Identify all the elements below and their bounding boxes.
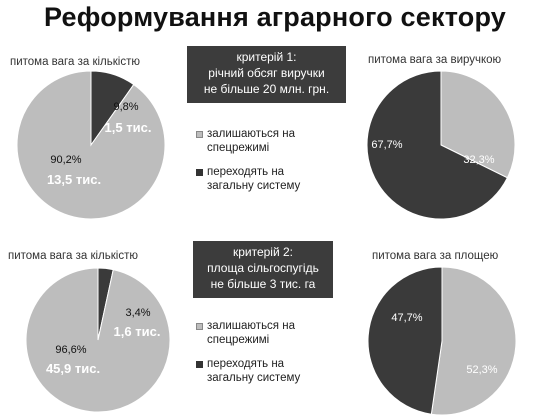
legend-stay-line1: залишаються на [207,320,295,332]
pie-label-stay: 90,2% [50,154,81,166]
chart-1-title: питома вага за кількістю [10,56,140,68]
legend-stay-line1: залишаються на [207,128,295,140]
criterion-2-line2: площа сільгоспугідь [207,261,319,275]
pie-slice-stay [430,266,517,416]
pie-label-stay: 52,3% [466,364,497,376]
legend-swatch-stay [196,323,203,330]
pie-label-move: 67,7% [371,139,402,151]
pie-sublabel-move: 1,5 тис. [105,120,152,135]
legend-stay-line2: спецрежимі [207,334,270,346]
pie-slice-move [367,266,443,415]
criterion-2-box: критерій 2: площа сільгоспугідь не більш… [193,241,333,298]
pie-slice-stay [16,70,166,220]
page-title: Реформування аграрного сектору [43,2,507,32]
legend-bottom: залишаються на спецрежимі переходять на за… [196,319,300,395]
legend-move-line2: загальну систему [207,180,301,192]
pie-chart-count-criterion-2: 96,6% 45,9 тис. 3,4% 1,6 тис. [25,267,171,413]
legend-stay-line2: спецрежимі [207,142,270,154]
legend-swatch-move [196,169,203,176]
legend-item-move: переходять на загальну систему [196,165,300,193]
criterion-1-line3: не більше 20 млн. грн. [203,82,330,96]
criterion-1-box: критерій 1: річний обсяг виручки не біль… [187,46,346,103]
pie-sublabel-move: 1,6 тис. [114,324,161,339]
pie-slice-stay [25,267,171,413]
pie-sublabel-stay: 13,5 тис. [47,172,101,187]
legend-item-move: переходять на загальну систему [196,357,300,385]
pie-slice-move [366,70,509,220]
criterion-2-line3: не більше 3 тис. га [210,277,316,291]
criterion-1-heading: критерій 1: [236,50,297,64]
pie-label-stay: 32,3% [463,154,494,166]
pie-label-move: 3,4% [125,307,150,319]
pie-label-move: 47,7% [391,312,422,324]
legend-move-line1: переходять на [207,358,285,370]
pie-slice-stay [440,70,516,179]
legend-move-line2: загальну систему [207,372,301,384]
chart-3-title: питома вага за кількістю [8,250,138,262]
pie-label-stay: 96,6% [55,344,86,356]
legend-item-stay: залишаються на спецрежимі [196,319,300,347]
legend-swatch-stay [196,131,203,138]
criterion-1-line2: річний обсяг виручки [208,66,325,80]
pie-label-move: 9,8% [113,101,138,113]
chart-2-title: питома вага за виручкою [368,54,502,66]
pie-chart-revenue: 32,3% 67,7% [366,70,516,220]
criterion-2-heading: критерій 2: [232,245,294,259]
pie-sublabel-stay: 45,9 тис. [46,361,100,376]
legend-swatch-move [196,361,203,368]
pie-chart-area: 52,3% 47,7% [367,266,517,416]
legend-item-stay: залишаються на спецрежимі [196,127,300,155]
pie-chart-count-criterion-1: 90,2% 13,5 тис. 9,8% 1,5 тис. [16,70,166,220]
legend-move-line1: переходять на [207,166,285,178]
chart-4-title: питома вага за площею [372,250,499,262]
legend-top: залишаються на спецрежимі переходять на за… [196,127,300,203]
